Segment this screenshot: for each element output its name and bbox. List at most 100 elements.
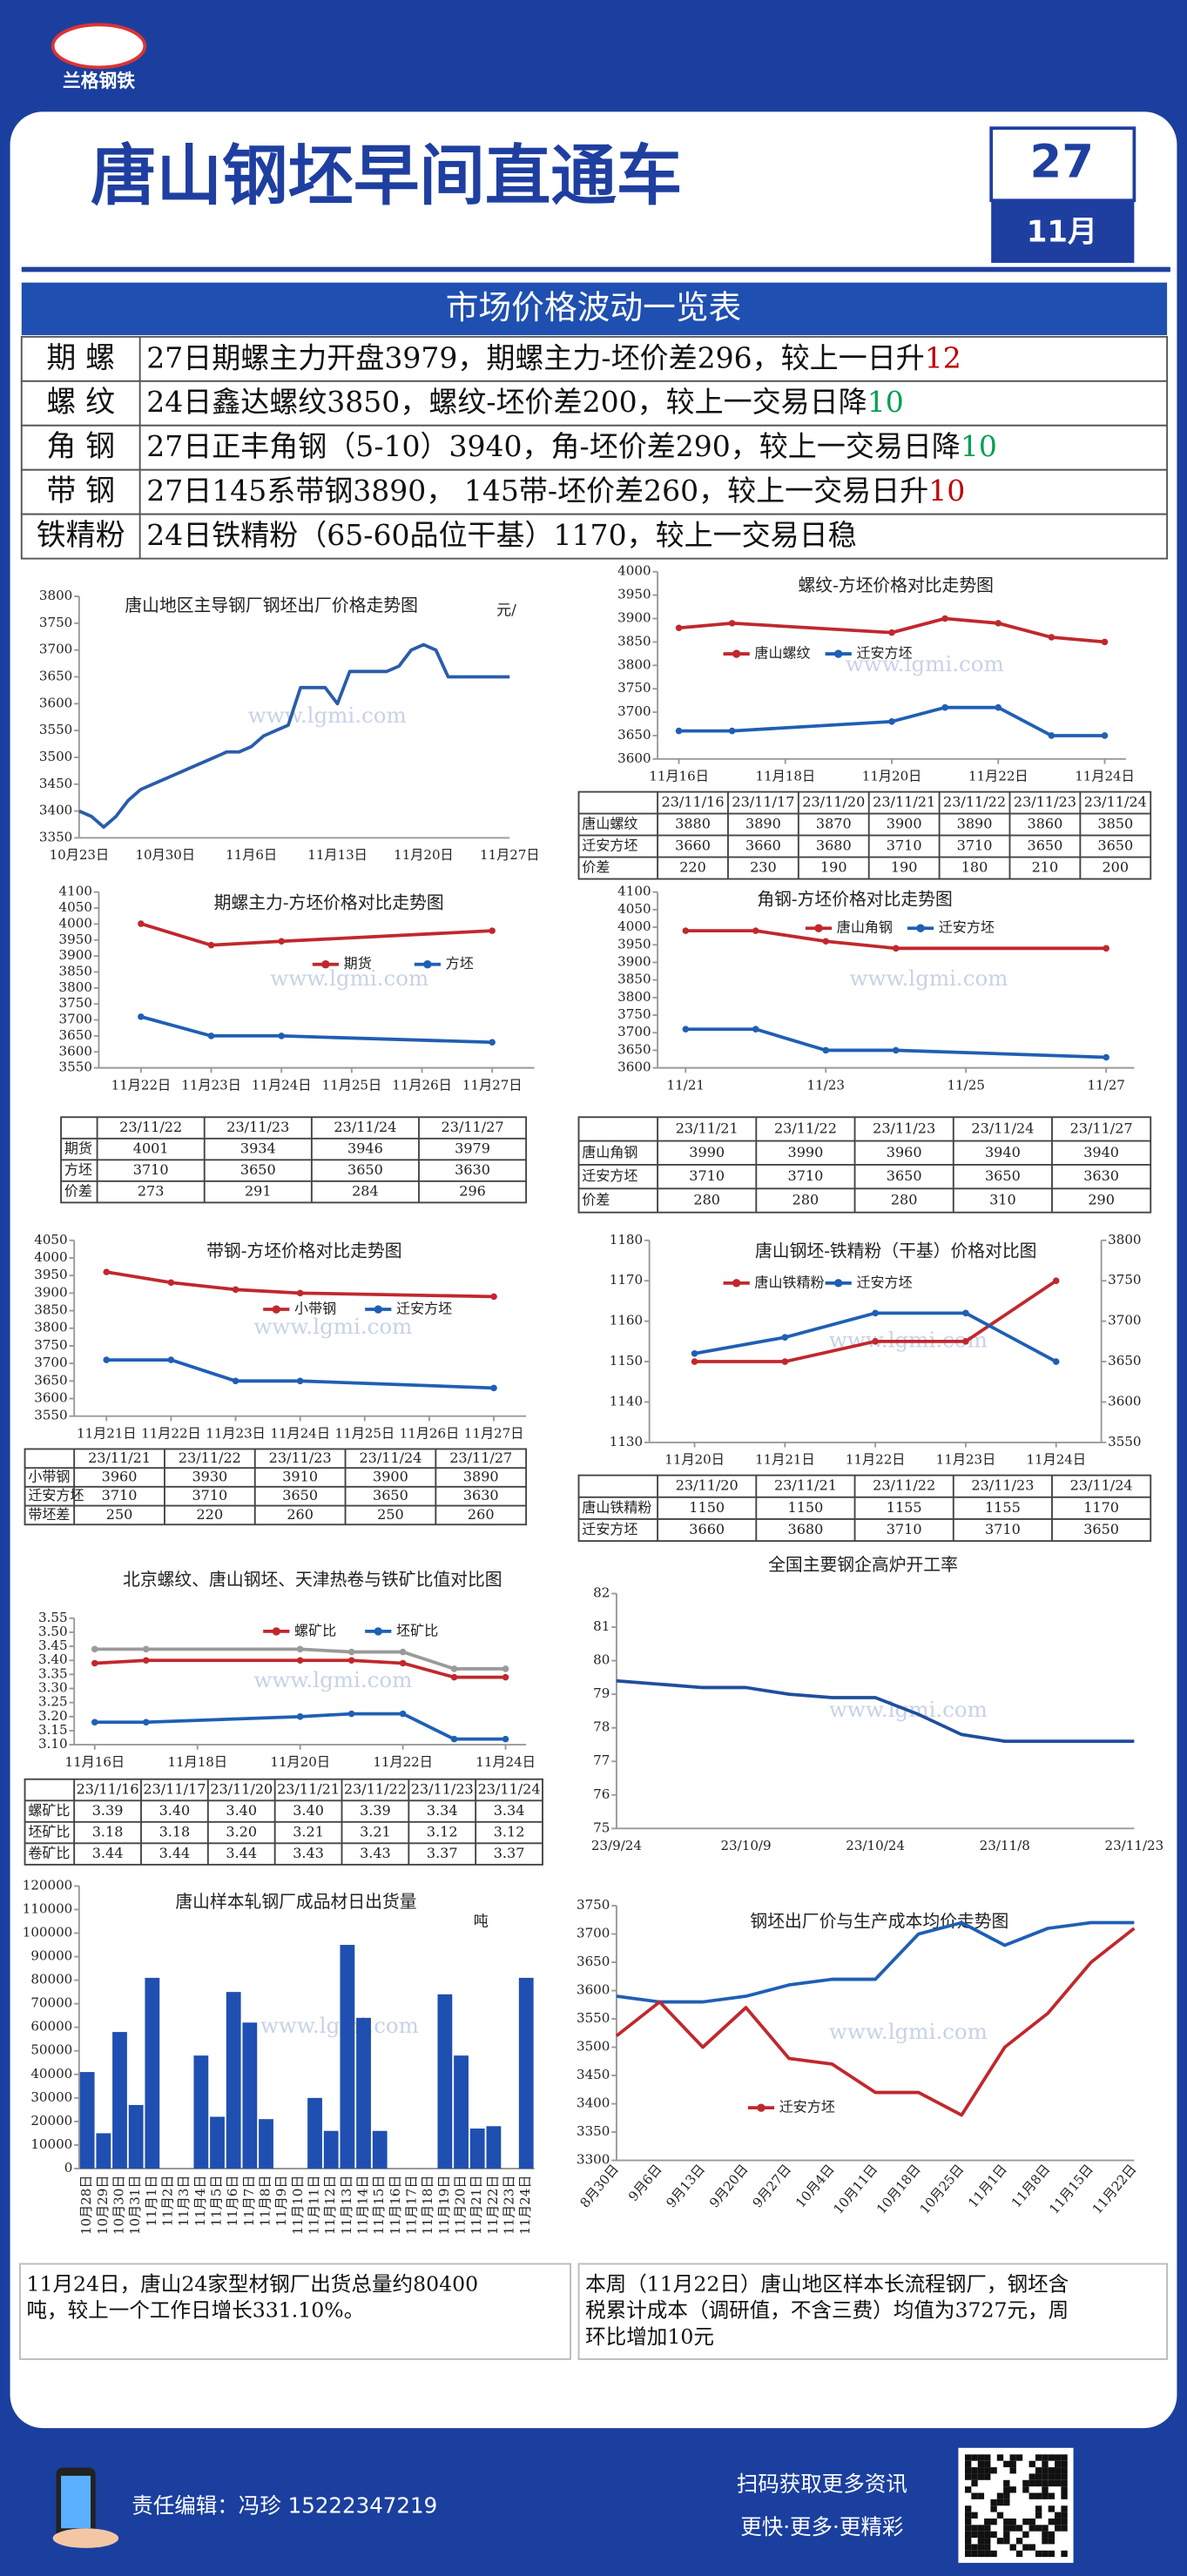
row-change: 10 xyxy=(928,474,965,508)
qr-cell xyxy=(1055,2525,1062,2532)
series-line xyxy=(616,1920,1135,2004)
qr-cell xyxy=(1048,2531,1055,2539)
y-tick-label: 3600 xyxy=(59,1043,92,1059)
x-tick-label: 11月22日 xyxy=(111,1077,172,1093)
bar xyxy=(226,1992,241,2169)
table-cell: 1155 xyxy=(985,1499,1021,1516)
point xyxy=(1101,732,1109,739)
qr-cell xyxy=(996,2492,1004,2499)
table-header: 23/11/22 xyxy=(179,1449,241,1466)
y-tick-label: 3900 xyxy=(617,609,651,625)
y-tick-label: 3600 xyxy=(34,1390,67,1406)
y-tick-label: 3700 xyxy=(617,703,651,719)
qr-cell xyxy=(964,2467,972,2474)
point xyxy=(1052,1277,1060,1284)
point xyxy=(995,703,1002,711)
point xyxy=(138,920,145,927)
qr-cell xyxy=(984,2525,991,2532)
row-content: 27日正丰角钢（5-10）3940，角-坯价差290，较上一交易日降 xyxy=(146,429,961,463)
x-tick-label: 11月24日 xyxy=(475,1754,536,1770)
row-text: 27日期螺主力开盘3979，期螺主力-坯价差296，较上一日升12 xyxy=(146,340,961,374)
legend-label: 期货 xyxy=(344,955,372,972)
x-tick-label: 11月24日 xyxy=(252,1077,312,1093)
qr-cell xyxy=(964,2460,972,2468)
y-tick-label: 3600 xyxy=(1108,1393,1141,1409)
y-tick-label: 3650 xyxy=(1108,1353,1141,1369)
qr-cell xyxy=(984,2454,991,2461)
qr-cell xyxy=(990,2499,997,2506)
qr-cell xyxy=(1061,2486,1068,2493)
y-tick-label: 4100 xyxy=(617,884,651,899)
point xyxy=(691,1349,698,1357)
qr-cell xyxy=(1029,2460,1035,2468)
qr-cell xyxy=(1022,2518,1029,2526)
table-cell: 280 xyxy=(693,1192,720,1208)
bar xyxy=(210,2116,225,2169)
point xyxy=(995,620,1002,627)
qr-cell xyxy=(990,2467,997,2474)
day-box xyxy=(989,126,1136,203)
table-row-label: 价差 xyxy=(64,1183,92,1200)
qr-cell xyxy=(1061,2479,1068,2487)
table-cell: 3890 xyxy=(463,1468,499,1484)
y-tick-label: 3750 xyxy=(617,680,651,696)
point xyxy=(941,703,948,711)
table-cell: 3710 xyxy=(887,1521,922,1537)
y-tick-label: 4000 xyxy=(34,1249,67,1265)
phone-icon xyxy=(52,2467,119,2548)
table-cell: 3890 xyxy=(745,816,781,832)
point xyxy=(232,1377,239,1385)
point xyxy=(502,1735,509,1743)
qr-cell xyxy=(1022,2479,1029,2487)
x-tick-label: 11月22日 xyxy=(846,1452,906,1468)
point xyxy=(489,1039,496,1046)
note-line: 税累计成本（调研值，不含三费）均值为3727元，周 xyxy=(585,2298,1069,2323)
qr-cell xyxy=(996,2538,1004,2545)
row-text: 24日铁精粉（65-60品位干基）1170，较上一交易日稳 xyxy=(146,518,857,552)
point xyxy=(232,1286,239,1294)
x-tick-label: 11月24日 xyxy=(270,1425,330,1441)
table-cell: 3930 xyxy=(192,1468,227,1484)
point xyxy=(888,718,895,725)
qr-cell xyxy=(1042,2538,1049,2545)
x-tick-label: 11月18日 xyxy=(420,2176,435,2236)
qr-cell xyxy=(977,2550,985,2558)
x-tick-label: 10月31日 xyxy=(127,2176,143,2236)
point xyxy=(399,1659,407,1667)
y-tick-label: 3950 xyxy=(34,1267,67,1282)
table-cell: 273 xyxy=(138,1183,165,1200)
point xyxy=(91,1718,98,1726)
point xyxy=(822,1046,830,1054)
y-tick-label: 110000 xyxy=(23,1900,73,1916)
point xyxy=(691,1358,698,1365)
y-tick-label: 1170 xyxy=(610,1272,643,1288)
qr-cell xyxy=(1061,2525,1068,2532)
table-cell: 1150 xyxy=(788,1499,824,1516)
y-tick-label: 76 xyxy=(593,1786,610,1802)
table-cell: 3.21 xyxy=(293,1824,324,1840)
point xyxy=(675,624,683,632)
point xyxy=(502,1673,509,1681)
table-title: 市场价格波动一览表 xyxy=(446,288,742,326)
qr-cell xyxy=(1035,2512,1042,2519)
point xyxy=(103,1268,111,1275)
x-tick-label: 11月6日 xyxy=(225,2176,240,2227)
x-tick-label: 11月17日 xyxy=(404,2176,420,2236)
x-tick-label: 11月16日 xyxy=(649,769,709,784)
table-row-label: 坯矿比 xyxy=(28,1824,70,1840)
qr-cell xyxy=(996,2499,1004,2506)
qr-cell xyxy=(990,2505,997,2512)
legend-marker xyxy=(732,649,741,658)
table-cell: 3.21 xyxy=(360,1824,391,1840)
table-cell: 3650 xyxy=(1097,837,1133,854)
y-tick-label: 3650 xyxy=(617,727,651,743)
x-tick-label: 11月23日 xyxy=(181,1077,241,1093)
table-cell: 260 xyxy=(287,1506,314,1523)
chart-title: 带钢-方坯价格对比走势图 xyxy=(206,1241,401,1261)
y-tick-label: 3600 xyxy=(39,695,72,710)
x-tick-label: 11/25 xyxy=(947,1077,984,1093)
qr-cell xyxy=(1009,2460,1016,2468)
table-cell: 280 xyxy=(792,1192,819,1208)
qr-cell xyxy=(971,2473,978,2480)
y-tick-label: 80000 xyxy=(30,1972,72,1987)
